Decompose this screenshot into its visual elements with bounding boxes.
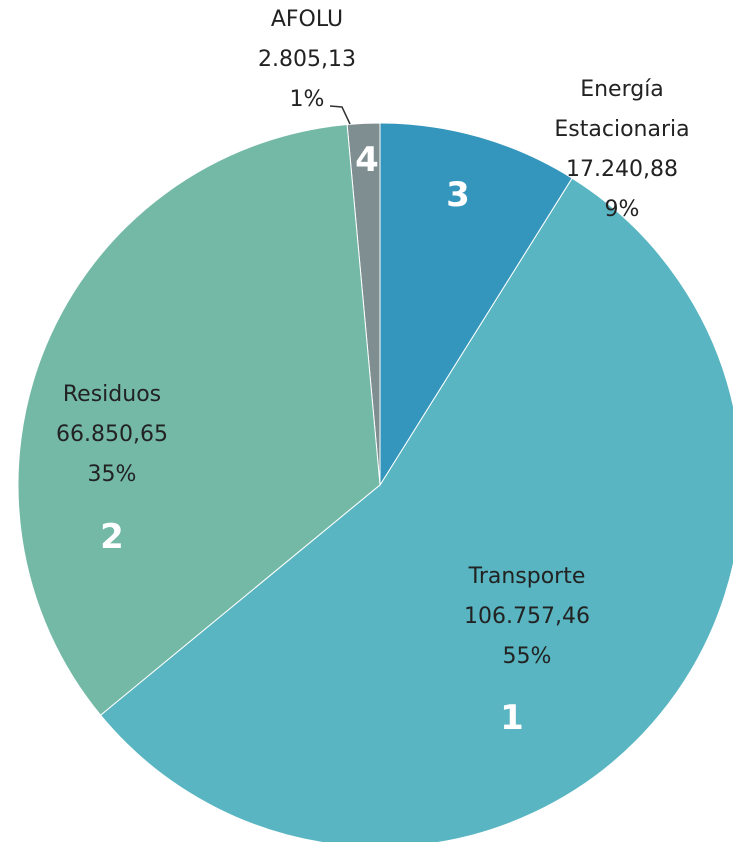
value-label: 17.240,88 — [566, 157, 678, 182]
category-name: Residuos — [62, 382, 162, 407]
pie-slice — [99, 177, 733, 842]
slice-label: Residuos 66.850,65 35% — [12, 375, 212, 495]
value-label: 66.850,65 — [56, 422, 168, 447]
category-name: AFOLU — [270, 7, 344, 32]
rank-label: 2 — [100, 517, 124, 557]
rank-label: 3 — [446, 175, 470, 215]
category-name: Transporte — [468, 564, 586, 589]
rank-label: 1 — [500, 698, 524, 738]
percent-label: 55% — [502, 644, 552, 669]
pie-slice — [379, 122, 573, 487]
percent-label: 1% — [289, 87, 325, 112]
value-label: 106.757,46 — [464, 604, 590, 629]
leader-line — [329, 105, 351, 125]
value-label: 2.805,13 — [258, 47, 356, 72]
slice-label: Transporte 106.757,46 55% — [427, 557, 627, 677]
rank-label: 4 — [355, 140, 379, 180]
slice-label: AFOLU 2.805,13 1% — [207, 0, 407, 120]
category-name: Energía Estacionaria — [554, 77, 690, 142]
percent-label: 9% — [604, 197, 640, 222]
slice-label: Energía Estacionaria 17.240,88 9% — [522, 70, 722, 230]
pie-slice — [17, 123, 381, 716]
percent-label: 35% — [87, 462, 137, 487]
